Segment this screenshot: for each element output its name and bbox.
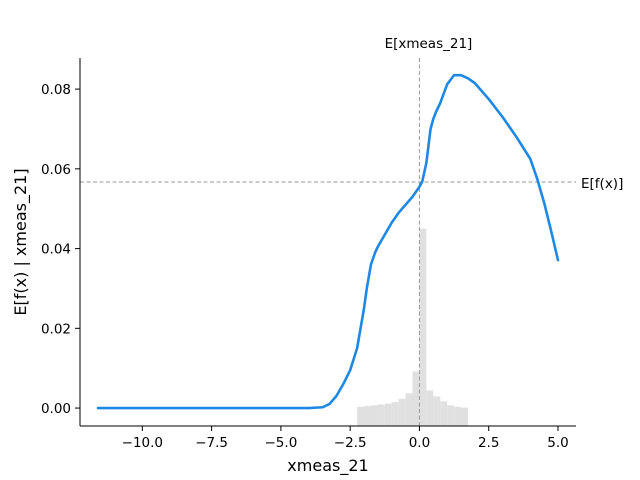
y-tick-label: 0.06 — [41, 162, 71, 178]
histogram-bar — [447, 405, 455, 426]
x-tick-label: −10.0 — [122, 435, 163, 451]
x-ticks: −10.0 −7.5 −5.0 −2.5 0.0 2.5 5.0 — [122, 426, 569, 451]
x-tick-label: 0.0 — [409, 435, 430, 451]
histogram-bar — [364, 406, 371, 426]
histogram-bar — [433, 396, 441, 426]
histogram-bar — [377, 404, 385, 426]
y-tick-label: 0.08 — [41, 82, 71, 98]
histogram — [357, 228, 468, 426]
histogram-bar — [454, 406, 462, 426]
histogram-bar — [405, 393, 413, 426]
x-tick-label: −5.0 — [265, 435, 298, 451]
histogram-bar — [370, 405, 378, 426]
histogram-bar — [398, 398, 406, 426]
x-tick-label: 2.5 — [478, 435, 499, 451]
y-tick-label: 0.04 — [41, 242, 71, 258]
x-axis-label: xmeas_21 — [287, 456, 368, 476]
expected-feature-label: E[xmeas_21] — [385, 36, 473, 52]
x-tick-label: 5.0 — [547, 435, 568, 451]
histogram-bar — [391, 402, 399, 426]
histogram-bar — [357, 406, 365, 426]
histogram-bar — [426, 390, 434, 426]
histogram-bar — [384, 403, 392, 426]
histogram-bar — [412, 371, 420, 426]
x-tick-label: −2.5 — [334, 435, 367, 451]
y-axis-label: E[f(x) | xmeas_21] — [11, 168, 31, 315]
expected-value-label: E[f(x)] — [581, 176, 623, 192]
y-ticks: 0.00 0.02 0.04 0.06 0.08 — [41, 82, 80, 417]
y-tick-label: 0.00 — [41, 401, 71, 417]
histogram-bar — [419, 228, 427, 426]
y-tick-label: 0.02 — [41, 321, 71, 337]
series-line — [96, 73, 560, 410]
x-tick-label: −7.5 — [195, 435, 228, 451]
histogram-bar — [461, 407, 468, 426]
histogram-bar — [440, 401, 448, 426]
